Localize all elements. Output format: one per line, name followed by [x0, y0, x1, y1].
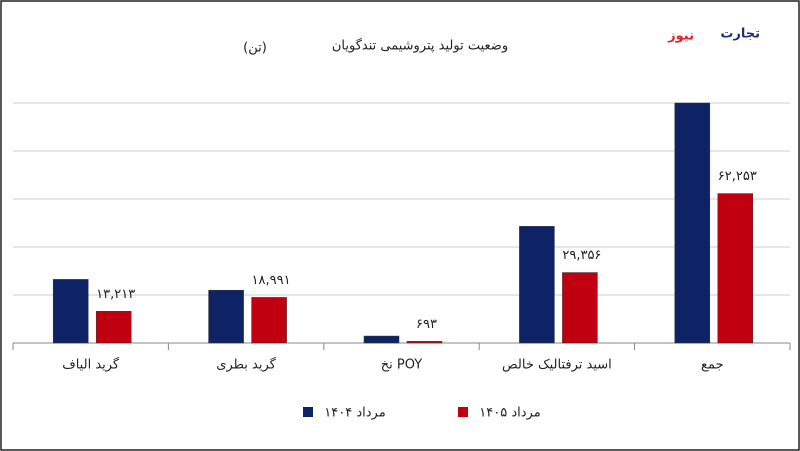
chart-title: وضعیت تولید پتروشیمی تندگویان	[332, 38, 508, 54]
bar	[95, 311, 132, 344]
bar	[251, 297, 287, 344]
bar	[363, 335, 400, 344]
bar	[519, 226, 555, 344]
legend-swatch	[303, 407, 313, 417]
x-tick-label: نخ POY	[381, 358, 423, 373]
value-label: ۲۹,۳۵۶	[562, 248, 601, 263]
value-label: ۶۲,۲۵۳	[718, 169, 757, 184]
value-label: ۱۳,۲۱۳	[96, 287, 135, 302]
bar	[562, 272, 598, 344]
logo-part1: تجارت	[720, 27, 760, 42]
bar	[52, 279, 89, 344]
value-label: ۶۹۳	[416, 317, 437, 332]
bar	[674, 102, 711, 344]
x-tick-label: گرید بطری	[216, 357, 276, 373]
legend-swatch	[458, 407, 468, 417]
logo-part2: نیوز	[667, 29, 694, 44]
legend-label: مرداد ۱۴۰۴	[324, 406, 385, 421]
x-tick-label: گرید الیاف	[62, 357, 120, 373]
chart-subtitle: (تن)	[243, 41, 267, 56]
value-label: ۱۸,۹۹۱	[252, 273, 291, 288]
legend-label: مرداد ۱۴۰۵	[479, 406, 540, 421]
x-tick-label: اسید ترفتالیک خالص	[502, 358, 612, 373]
x-tick-label: جمع	[701, 358, 723, 373]
bar	[208, 289, 244, 344]
bar	[717, 193, 754, 344]
bar	[406, 341, 443, 344]
